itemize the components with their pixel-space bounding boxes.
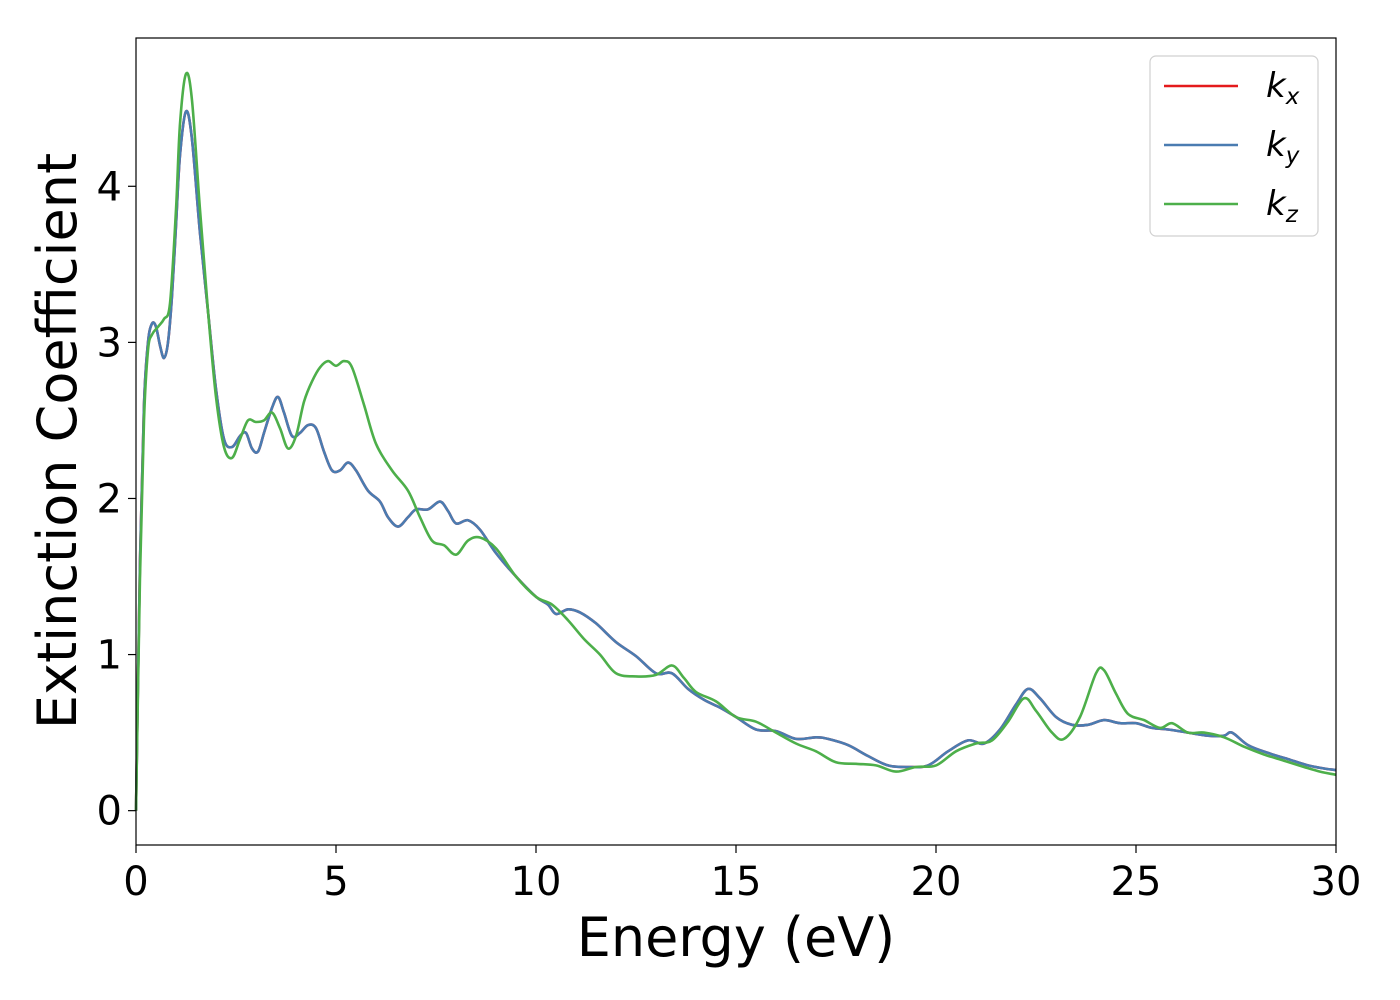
y-tick-label: 0 (97, 789, 122, 835)
x-tick-label: 30 (1311, 859, 1362, 905)
x-tick-label: 10 (511, 859, 562, 905)
y-axis-title: Extinction Coefficient (26, 153, 89, 729)
y-tick-label: 2 (97, 476, 122, 522)
x-axis-title: Energy (eV) (577, 906, 896, 969)
legend: kx ky kz (1149, 55, 1319, 237)
x-tick-label: 25 (1111, 859, 1162, 905)
x-tick-label: 0 (123, 859, 148, 905)
x-tick-label: 5 (323, 859, 348, 905)
y-axis: 0 1 2 3 4 (97, 164, 136, 835)
series-line-kz (134, 71, 1337, 811)
y-tick-label: 3 (97, 320, 122, 366)
legend-label-kz: kz (1266, 184, 1299, 228)
x-tick-label: 15 (711, 859, 762, 905)
y-tick-label: 4 (97, 164, 122, 210)
series-layer (134, 71, 1337, 811)
x-tick-label: 20 (911, 859, 962, 905)
y-tick-label: 1 (97, 633, 122, 679)
legend-label-ky: ky (1266, 125, 1300, 169)
x-axis: 0 5 10 15 20 25 30 (123, 845, 1361, 905)
legend-label-kx: kx (1266, 66, 1300, 110)
